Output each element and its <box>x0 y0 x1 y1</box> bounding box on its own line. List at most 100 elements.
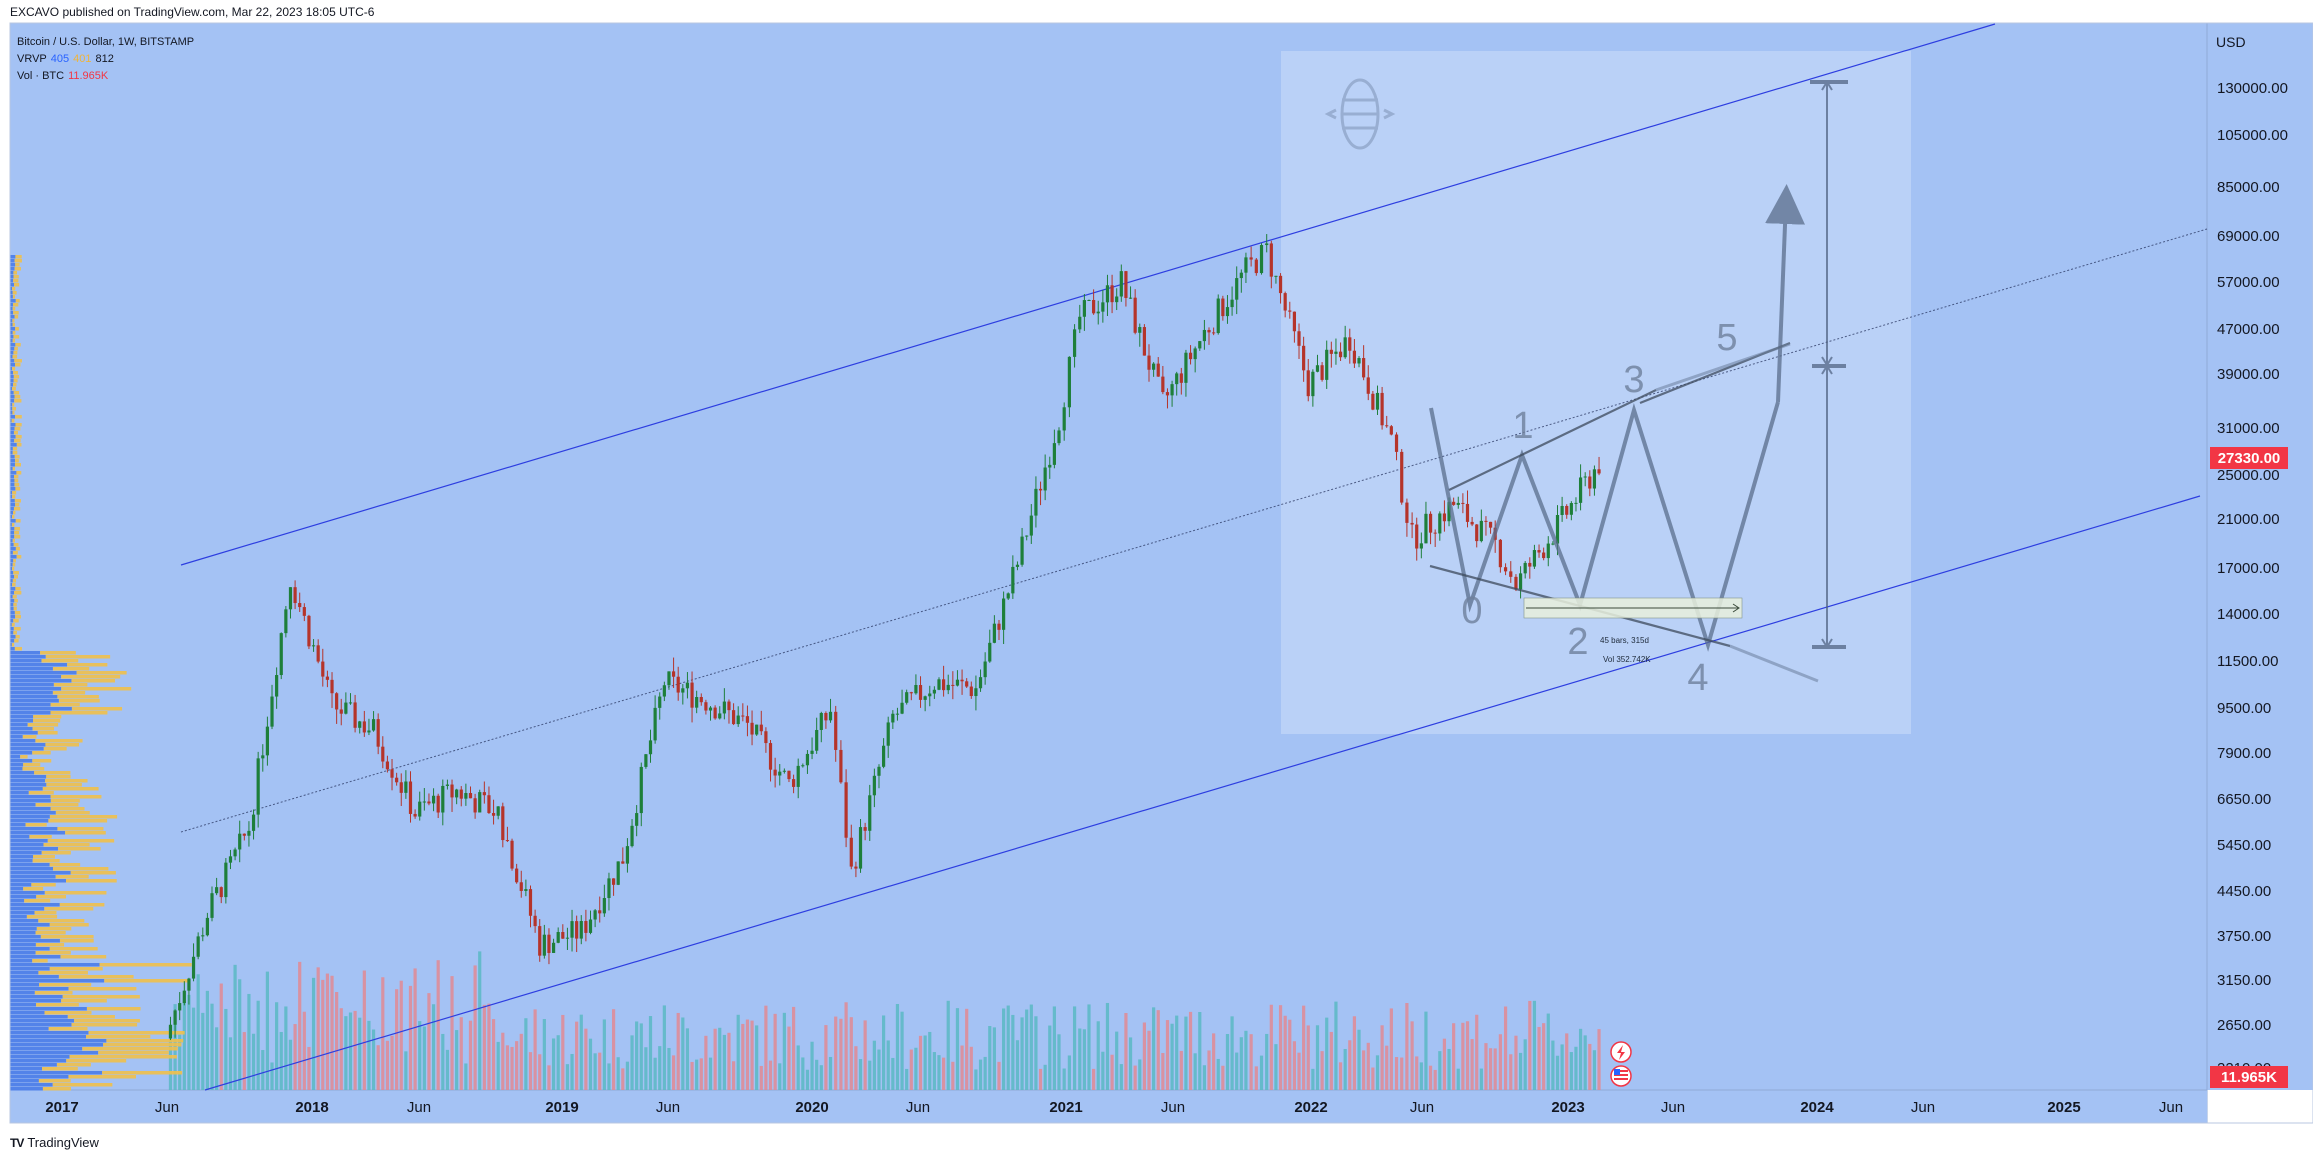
vrvp-row-up <box>10 687 62 691</box>
volume-bar <box>413 968 417 1090</box>
volume-bar <box>704 1035 708 1090</box>
candle-body <box>658 696 662 708</box>
price-tick-label: 105000.00 <box>2217 127 2288 144</box>
vrvp-row-up <box>10 635 16 639</box>
vrvp-row-up <box>10 287 13 291</box>
volume-bar <box>1038 1068 1043 1090</box>
vrvp-row-down <box>58 975 134 979</box>
volume-bar <box>750 1020 754 1090</box>
vrvp-row-down <box>12 339 16 343</box>
volume-bar <box>427 993 431 1090</box>
volume-bar <box>1170 1023 1174 1090</box>
legend-vrvp: VRVP 405 401 812 <box>17 53 114 65</box>
candle-body <box>510 840 514 869</box>
volume-bar <box>868 1060 872 1090</box>
vrvp-row-up <box>10 571 14 575</box>
candle-body <box>228 856 233 863</box>
vrvp-row-down <box>14 267 21 271</box>
vrvp-row-up <box>10 511 13 515</box>
volume-bar <box>330 975 334 1090</box>
vrvp-row-up <box>10 943 36 947</box>
candle-body <box>1479 520 1483 542</box>
volume-bar <box>891 1057 895 1090</box>
candle-body <box>381 746 385 762</box>
candle-body <box>247 830 251 836</box>
candle-body <box>1147 355 1151 370</box>
candle-body <box>1020 536 1024 565</box>
vrvp-row-down <box>13 375 20 379</box>
candle-body <box>1537 550 1541 553</box>
vrvp-row-up <box>10 531 15 535</box>
vrvp-row-down <box>14 395 21 399</box>
candle-body <box>1067 356 1071 408</box>
volume-bar <box>1265 1033 1269 1090</box>
vrvp-row-up <box>10 655 46 659</box>
volume-bar <box>404 1051 408 1090</box>
vrvp-row-up <box>10 523 12 527</box>
volume-bar <box>1184 1016 1188 1090</box>
vrvp-row-up <box>10 1083 53 1087</box>
vrvp-row-down <box>11 643 15 647</box>
vrvp-row-up <box>10 771 35 775</box>
vrvp-row-up <box>10 591 15 595</box>
volume-bar <box>1175 1015 1179 1090</box>
time-tick-label: 2022 <box>1294 1099 1327 1116</box>
lightning-icon[interactable] <box>1610 1041 1632 1063</box>
vrvp-row-down <box>14 315 19 319</box>
vrvp-row-down <box>12 491 17 495</box>
candle-body <box>1115 296 1119 303</box>
vrvp-row-down <box>39 983 92 987</box>
vrvp-row-down <box>12 307 16 311</box>
vrvp-row-down <box>12 319 15 323</box>
vrvp-row-up <box>10 867 53 871</box>
vrvp-row-down <box>14 427 21 431</box>
vrvp-row-up <box>10 323 13 327</box>
candle-body <box>1366 377 1370 394</box>
time-tick-label: 2021 <box>1049 1099 1082 1116</box>
vrvp-row-up <box>10 499 15 503</box>
vrvp-row-down <box>13 631 17 635</box>
volume-bar <box>1452 1023 1456 1090</box>
volume-bar <box>1424 1011 1428 1090</box>
candle-body <box>1311 371 1315 397</box>
price-tick-label: 9500.00 <box>2217 700 2271 717</box>
candle-body <box>731 710 736 725</box>
volume-bar <box>778 1063 782 1090</box>
candle-body <box>839 749 843 783</box>
us-flag-icon[interactable] <box>1610 1065 1632 1087</box>
tradingview-footer[interactable]: TV TradingView <box>10 1135 99 1150</box>
candle-body <box>385 761 390 770</box>
vrvp-row-down <box>14 535 21 539</box>
volume-bar <box>1082 1029 1086 1090</box>
volume-bar <box>1306 1025 1310 1090</box>
volume-bar <box>556 1035 560 1090</box>
candle-body <box>1202 329 1206 342</box>
vrvp-row-down <box>15 327 19 331</box>
vrvp-row-down <box>68 1075 136 1079</box>
svg-text:2: 2 <box>1567 621 1588 663</box>
price-tick-label: 14000.00 <box>2217 606 2280 623</box>
vrvp-row-down <box>11 523 15 527</box>
volume-bar <box>695 1059 699 1090</box>
volume-bar <box>1338 1062 1343 1090</box>
projection-box <box>1281 51 1911 734</box>
vrvp-row-down <box>35 931 66 935</box>
volume-bar <box>344 1016 348 1090</box>
vrvp-row-down <box>67 663 108 667</box>
volume-bar <box>1503 1006 1508 1090</box>
candle-body <box>1415 524 1419 549</box>
volume-bar <box>1597 1029 1601 1090</box>
vrvp-row-down <box>32 719 61 723</box>
price-tick-label: 11500.00 <box>2217 653 2278 670</box>
vrvp-row-up <box>10 1039 107 1043</box>
vrvp-row-up <box>10 679 72 683</box>
candle-body <box>648 740 653 755</box>
candle-body <box>932 689 936 694</box>
vrvp-row-up <box>10 367 13 371</box>
candle-body <box>713 707 717 719</box>
vrvp-row-up <box>10 895 37 899</box>
candle-body <box>805 753 810 766</box>
vrvp-row-up <box>10 667 53 671</box>
vrvp-row-down <box>42 1067 78 1071</box>
